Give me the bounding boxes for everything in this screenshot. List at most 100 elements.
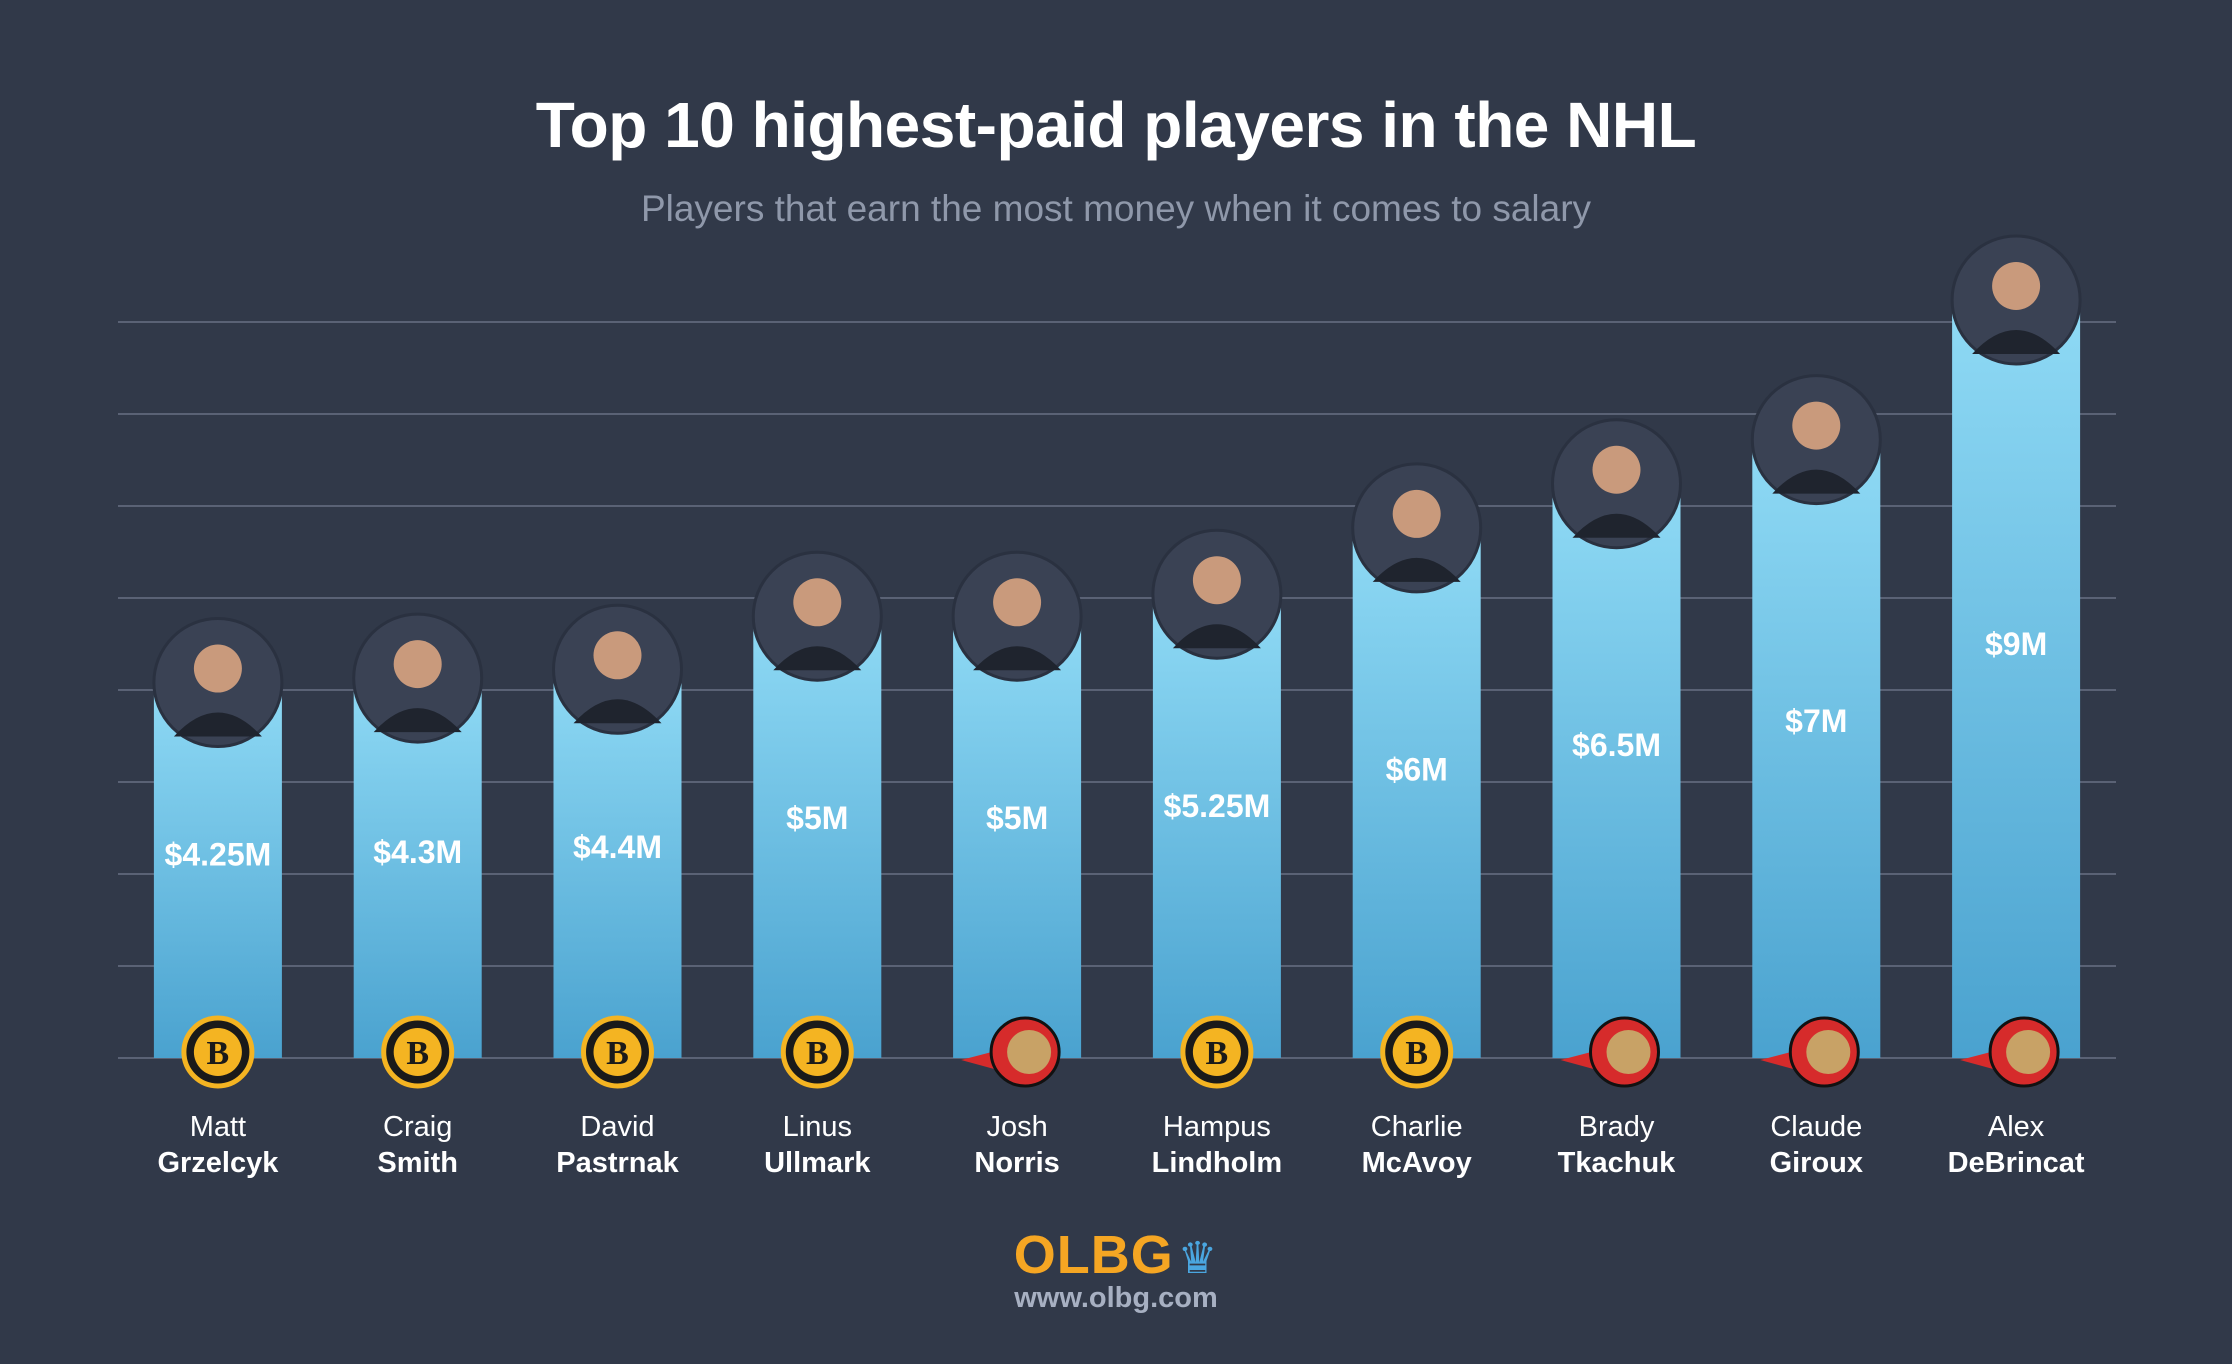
portrait-head [1392,489,1441,538]
portrait-head [393,640,442,689]
bruins-inner [393,1028,442,1076]
senators-face [1007,1030,1052,1074]
bar[interactable] [1952,300,2081,1058]
bar-group[interactable]: $4.25M B [152,617,284,1089]
bruins-inner [1192,1028,1241,1076]
player-last-name: Smith [377,1147,458,1179]
logo-text: OLBG [1013,1225,1174,1285]
bar-group[interactable]: $5.25M B [1151,528,1283,1089]
portrait-shoulders [1172,624,1261,649]
senators-logo-icon [1560,1016,1660,1088]
website-url[interactable]: www.olbg.com [1014,1282,1218,1314]
bruins-letter: B [1206,1035,1229,1072]
player-first-name: Brady [1579,1111,1655,1143]
player-portrait-icon [951,550,1083,682]
bruins-letter: B [207,1035,230,1072]
portrait-shoulders [973,646,1062,671]
player-last-name: Tkachuk [1558,1147,1677,1179]
portrait-shoulders [1772,469,1861,494]
value-label: $5M [786,800,848,836]
bar-group[interactable]: $7M [1750,374,1882,1088]
player-last-name: Giroux [1770,1147,1863,1179]
value-label: $6M [1386,751,1448,787]
player-first-name: Alex [1988,1111,2045,1143]
portrait-shoulders [1372,557,1461,582]
player-portrait-icon [1750,374,1882,506]
portrait-head [193,644,242,693]
bruins-letter: B [806,1035,829,1072]
olbg-logo[interactable]: OLBG♛ [0,1224,2232,1286]
bar-group[interactable]: $5M B [751,550,883,1089]
senators-logo-icon [1760,1016,1860,1088]
player-first-name: Charlie [1371,1111,1463,1143]
portrait-shoulders [173,712,262,737]
senators-face [2006,1030,2051,1074]
player-portrait-icon [1351,462,1483,594]
player-last-name: Grzelcyk [157,1147,279,1179]
bruins-inner [193,1028,242,1076]
senators-face [1606,1030,1651,1074]
player-last-name: Lindholm [1152,1147,1282,1179]
crown-icon: ♛ [1177,1234,1219,1283]
bruins-letter: B [406,1035,429,1072]
bruins-logo-icon: B [1380,1015,1454,1089]
player-first-name: Claude [1770,1111,1862,1143]
portrait-shoulders [373,708,462,733]
player-portrait-icon [152,617,284,749]
portrait-head [1192,556,1241,605]
chart-title: Top 10 highest-paid players in the NHL [535,89,1697,161]
value-label: $4.25M [165,836,272,872]
value-label: $9M [1985,626,2047,662]
player-first-name: Craig [383,1111,452,1143]
bruins-letter: B [1405,1035,1428,1072]
portrait-shoulders [573,699,662,724]
portrait-head [993,578,1042,627]
bar[interactable] [753,616,882,1058]
player-first-name: David [580,1111,654,1143]
portrait-head [793,578,842,627]
bruins-logo-icon: B [1180,1015,1254,1089]
player-portrait-icon [1950,234,2082,366]
player-portrait-icon [352,612,484,744]
portrait-head [593,631,642,680]
bar-group[interactable]: $6M B [1351,462,1483,1089]
bar-group[interactable]: $4.4M B [552,603,683,1089]
bars-group: $4.25M B Matt Grzelcyk $4.3M B Craig Smith $4.4M… [152,234,2085,1179]
portrait-head [1592,445,1641,494]
senators-face [1806,1030,1851,1074]
player-last-name: Ullmark [764,1147,871,1179]
player-last-name: McAvoy [1362,1147,1472,1179]
value-label: $4.3M [373,834,462,870]
senators-logo-icon [961,1016,1061,1088]
bar[interactable] [1352,527,1481,1058]
bruins-logo-icon: B [780,1015,854,1089]
portrait-shoulders [1572,513,1661,538]
value-label: $5M [986,800,1048,836]
player-first-name: Matt [190,1111,246,1143]
bar-group[interactable]: $4.3M B [352,612,484,1089]
bar[interactable] [1752,439,1881,1058]
bruins-logo-icon: B [581,1015,654,1089]
bar-group[interactable]: $6.5M [1551,418,1682,1088]
value-label: $7M [1785,703,1847,739]
value-label: $6.5M [1572,727,1661,763]
chart-subtitle: Players that earn the most money when it… [640,188,1592,229]
bar[interactable] [1552,483,1681,1058]
player-first-name: Linus [783,1111,852,1143]
bruins-logo-icon: B [181,1015,255,1089]
bruins-inner [793,1028,842,1076]
bruins-inner [593,1028,642,1076]
value-label: $4.4M [573,829,662,865]
bar[interactable] [1152,594,1281,1058]
portrait-shoulders [773,646,862,671]
player-last-name: Norris [974,1147,1059,1179]
bar-group[interactable]: $5M [951,550,1083,1088]
player-last-name: DeBrincat [1948,1147,2085,1179]
bar[interactable] [953,616,1082,1058]
bar-group[interactable]: $9M [1950,234,2082,1088]
player-portrait-icon [552,603,683,735]
player-portrait-icon [1151,528,1283,660]
player-portrait-icon [751,550,883,682]
bruins-inner [1392,1028,1441,1076]
bruins-logo-icon: B [381,1015,455,1089]
